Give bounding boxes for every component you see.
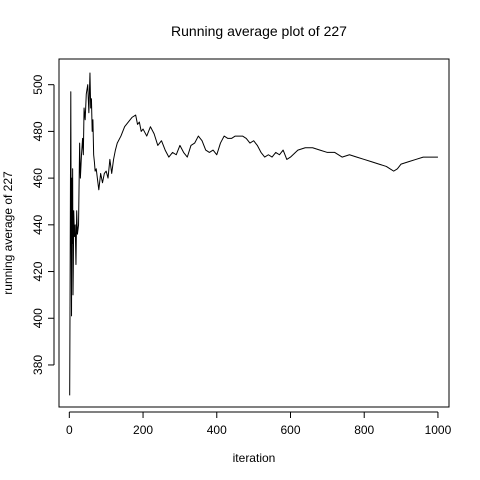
x-tick-label: 1000 [425, 423, 452, 437]
chart-title: Running average plot of 227 [171, 23, 347, 39]
y-tick-label: 380 [31, 355, 45, 375]
x-axis: 0 200 400 600 800 1000 [66, 411, 452, 437]
x-tick-label: 200 [133, 423, 153, 437]
y-tick-label: 480 [31, 121, 45, 141]
x-tick-label: 0 [66, 423, 73, 437]
x-tick-label: 800 [354, 423, 374, 437]
plot-frame [58, 58, 450, 408]
x-tick-label: 600 [280, 423, 300, 437]
x-axis-label: iteration [233, 451, 276, 465]
x-tick-label: 400 [207, 423, 227, 437]
y-axis-label: running average of 227 [1, 171, 15, 295]
y-axis: 380 400 420 440 460 480 500 [31, 74, 55, 375]
y-tick-label: 460 [31, 168, 45, 188]
running-average-line [69, 72, 438, 396]
y-tick-label: 500 [31, 74, 45, 94]
y-tick-label: 420 [31, 261, 45, 281]
y-tick-label: 400 [31, 308, 45, 328]
y-tick-label: 440 [31, 214, 45, 234]
